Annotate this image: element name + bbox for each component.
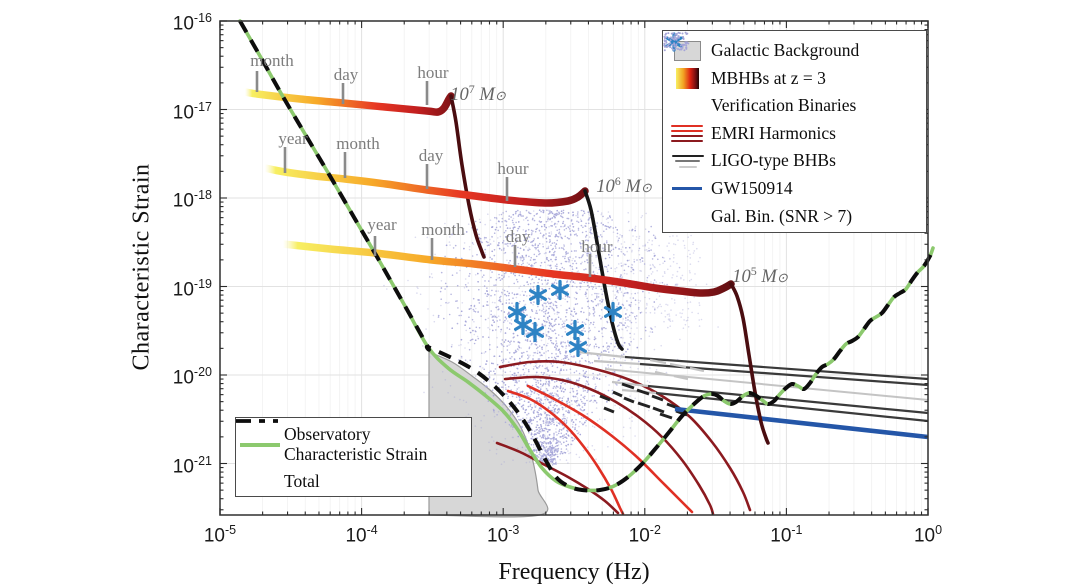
asterisk-icon bbox=[513, 319, 533, 331]
legend-item-label: Verification Binaries bbox=[711, 95, 857, 116]
legend-icon-cell bbox=[663, 67, 711, 89]
asterisk-icon bbox=[565, 324, 585, 336]
x-tick-label: 10-2 bbox=[628, 523, 661, 547]
mbhb-merger-tail-1e5 bbox=[729, 282, 770, 445]
time-label-day: day bbox=[418, 146, 444, 165]
y-tick-label: 10-17 bbox=[172, 99, 212, 123]
legend-item-total-dashed-line: Total bbox=[236, 419, 471, 497]
legend-icon-cell bbox=[663, 187, 711, 191]
legend-item-label: Gal. Bin. (SNR > 7) bbox=[711, 205, 853, 226]
emri-harmonics-lines bbox=[671, 124, 703, 144]
y-tick-label: 10-19 bbox=[172, 276, 212, 300]
legend-item-0: Galactic Background bbox=[663, 37, 926, 65]
legend-bottom-left: Observatory Characteristic Strain Total bbox=[235, 417, 472, 497]
time-label-month: month bbox=[250, 51, 294, 70]
asterisk-icon bbox=[528, 289, 548, 301]
mbhb-merger-tail-1e7 bbox=[449, 94, 486, 259]
ligo-bhb-lines bbox=[671, 153, 704, 169]
gw150914-track bbox=[674, 406, 929, 440]
x-tick-label: 10-5 bbox=[203, 523, 237, 547]
asterisk-icon bbox=[603, 306, 623, 318]
legend-item-6: Gal. Bin. (SNR > 7) bbox=[663, 31, 926, 231]
y-tick-label: 10-21 bbox=[172, 453, 212, 477]
emri-harmonics bbox=[495, 359, 752, 516]
time-label-day: day bbox=[333, 65, 359, 84]
legend-icon-cell bbox=[236, 443, 284, 447]
time-label-year: year bbox=[367, 215, 397, 234]
legend-item-2: Verification Binaries bbox=[663, 32, 926, 120]
legend-item-1: MBHBs at z = 3 bbox=[663, 65, 926, 93]
x-tick-label: 100 bbox=[913, 523, 943, 547]
mbhb-track-1e7 bbox=[241, 88, 455, 116]
y-tick-label: 10-18 bbox=[172, 188, 212, 212]
legend-item-label: Total bbox=[284, 471, 320, 492]
legend-item-observatory-line: Observatory Characteristic Strain bbox=[236, 423, 471, 467]
asterisk-icon bbox=[550, 284, 570, 296]
time-label-month: month bbox=[421, 220, 465, 239]
legend-icon-cell bbox=[663, 153, 711, 169]
plot-frame bbox=[219, 20, 929, 516]
mbhb-track-1e6 bbox=[261, 164, 589, 207]
time-to-merger-ticks bbox=[255, 71, 592, 277]
legend-item-4: LIGO-type BHBs bbox=[663, 147, 926, 175]
legend-item-label: Galactic Background bbox=[711, 40, 860, 60]
legend-icon-cell bbox=[663, 124, 711, 144]
gw150914-line bbox=[672, 187, 702, 191]
asterisk-icon bbox=[525, 326, 545, 338]
asterisk-icon bbox=[507, 306, 527, 318]
asterisk-icon bbox=[568, 341, 588, 353]
legend-item-5: GW150914 bbox=[663, 175, 926, 203]
mbhb-gradient-swatch bbox=[675, 67, 699, 89]
verification-binaries bbox=[507, 279, 623, 358]
x-tick-label: 10-1 bbox=[770, 523, 803, 547]
legend-item-label: GW150914 bbox=[711, 177, 793, 198]
time-label-hour: hour bbox=[417, 63, 449, 82]
x-tick-label: 10-4 bbox=[345, 523, 378, 547]
legend-item-label: Observatory Characteristic Strain bbox=[284, 424, 428, 464]
total-strain-curve bbox=[238, 20, 935, 493]
y-tick-label: 10-16 bbox=[172, 11, 212, 35]
observatory-line bbox=[240, 443, 280, 447]
mass-label-1e5: 105 M⊙ bbox=[732, 264, 788, 288]
time-label-hour: hour bbox=[581, 237, 613, 256]
time-label-month: month bbox=[336, 134, 380, 153]
time-label-year: year bbox=[278, 129, 308, 148]
mbhb-merger-tail-1e6 bbox=[583, 189, 624, 351]
legend-item-label: EMRI Harmonics bbox=[711, 122, 836, 143]
mass-label-1e7: 107 M⊙ bbox=[450, 82, 506, 106]
x-axis-title: Frequency (Hz) bbox=[498, 559, 650, 585]
legend-item-label: MBHBs at z = 3 bbox=[711, 67, 826, 88]
galactic-binaries-cloud bbox=[383, 209, 719, 466]
legend-item-3: EMRI Harmonics bbox=[663, 120, 926, 148]
legend-top-right: Galactic Background MBHBs at z = 3 Verific… bbox=[662, 30, 927, 233]
x-tick-label: 10-3 bbox=[487, 523, 520, 547]
y-tick-label: 10-20 bbox=[172, 365, 212, 389]
time-label-day: day bbox=[505, 227, 531, 246]
time-label-hour: hour bbox=[497, 159, 529, 178]
mass-label-1e6: 106 M⊙ bbox=[596, 174, 652, 198]
legend-item-label: LIGO-type BHBs bbox=[711, 150, 836, 171]
mbhb-track-1e5 bbox=[279, 240, 735, 297]
